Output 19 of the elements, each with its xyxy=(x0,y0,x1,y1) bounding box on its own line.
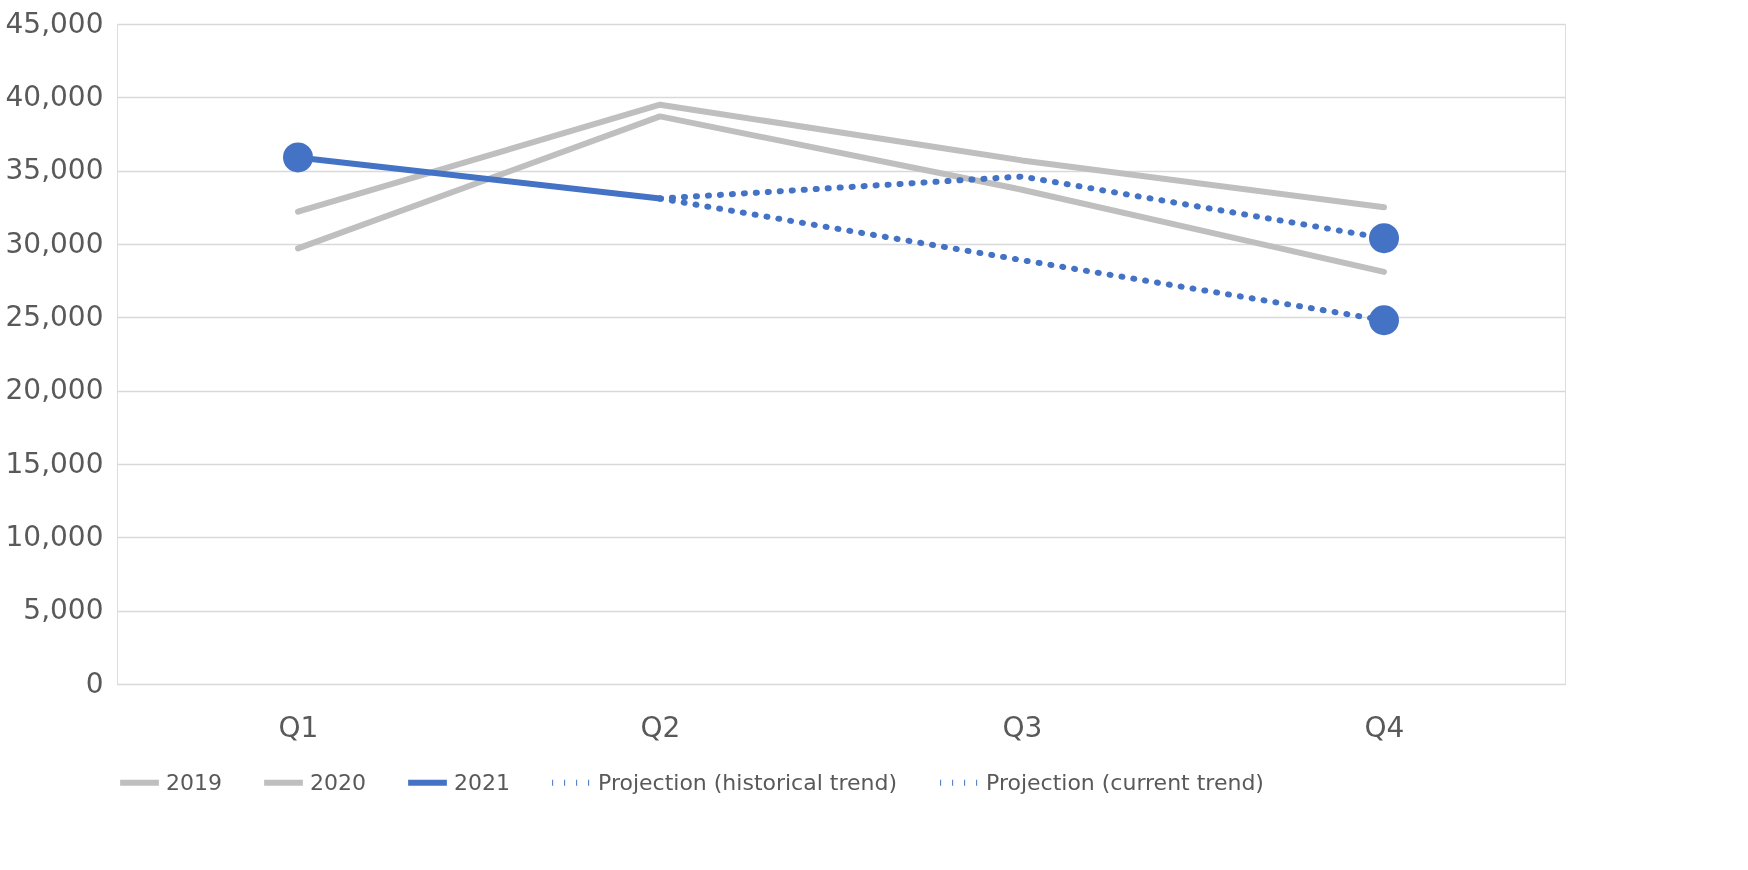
y-tick-label: 40,000 xyxy=(5,79,104,113)
x-tick-label: Q3 xyxy=(1002,710,1043,744)
legend-label: Projection (historical trend) xyxy=(598,769,898,795)
legend-label: Projection (current trend) xyxy=(986,769,1264,795)
x-tick-label: Q1 xyxy=(278,710,319,744)
y-tick-label: 20,000 xyxy=(5,373,104,407)
y-tick-label: 30,000 xyxy=(5,226,104,260)
y-tick-label: 45,000 xyxy=(5,6,104,40)
legend-label: 2019 xyxy=(166,769,222,795)
legend-label: 2020 xyxy=(310,769,366,795)
y-tick-label: 25,000 xyxy=(5,299,104,333)
y-tick-label: 0 xyxy=(85,666,104,700)
y-tick-label: 10,000 xyxy=(5,519,104,553)
x-tick-label: Q2 xyxy=(640,710,681,744)
y-tick-label: 35,000 xyxy=(5,153,104,187)
y-tick-label: 5,000 xyxy=(23,593,104,627)
y-tick-label: 15,000 xyxy=(5,446,104,480)
legend-label: 2021 xyxy=(454,769,510,795)
x-tick-label: Q4 xyxy=(1364,710,1405,744)
